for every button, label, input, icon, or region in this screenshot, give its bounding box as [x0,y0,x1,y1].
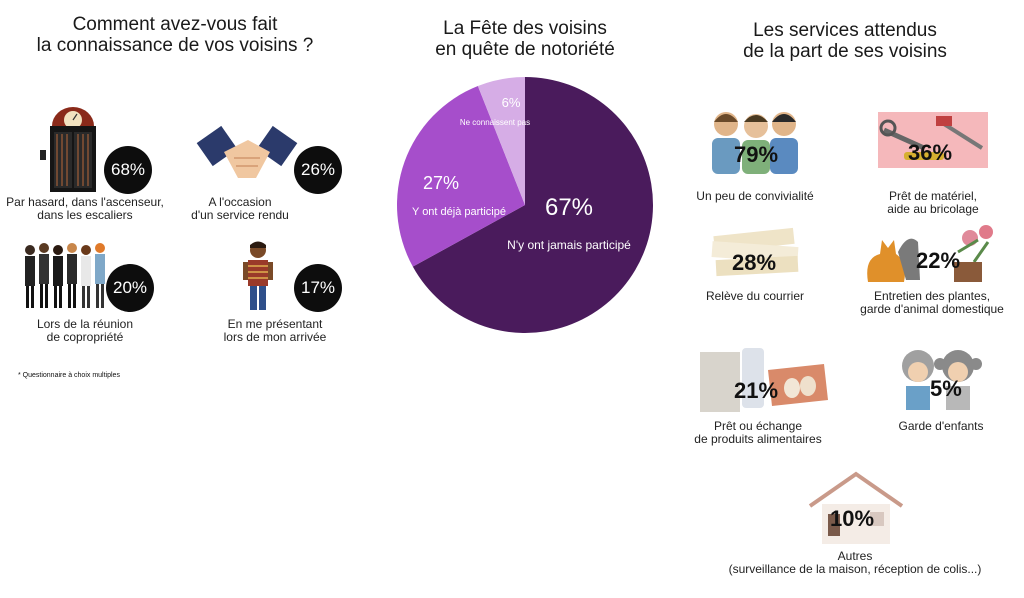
friends-icon [712,112,798,174]
badge-arrivee: 17% [294,264,342,312]
pie-slice-jamais [412,77,653,333]
label-arrivee: En me présentant lors de mon arrivée [223,317,327,344]
pie-category-label: N'y ont jamais participé [507,238,631,252]
label-autres: Autres (surveillance de la maison, récep… [728,549,982,576]
pct-bricolage: 36% [908,140,953,165]
right-title: Les services attendus de la part de ses … [743,20,947,62]
pct-alimentaire: 21% [734,378,779,403]
label-convivialite: Un peu de convivialité [696,189,814,203]
label-bricolage: Prêt de matériel, aide au bricolage [887,189,979,216]
middle-title: La Fête des voisins en quête de notoriét… [435,18,615,60]
label-hasard: Par hasard, dans l'ascenseur, dans les e… [6,195,164,222]
badge-copropriete: 20% [106,264,154,312]
pie-value-label: 27% [423,173,459,193]
pie-category-label: Ne connaissent pas [460,118,530,127]
pct-enfants: 5% [930,376,962,401]
pct-autres: 10% [830,506,875,531]
badge-hasard: 68% [104,146,152,194]
children-icon [902,350,982,410]
pie-slice-participe [396,85,525,267]
person-icon [243,241,273,310]
tools-icon [878,112,988,168]
cat-dog-plants-icon [867,225,993,282]
left-title: Comment avez-vous fait la connaissance d… [36,14,314,56]
label-courrier: Relève du courrier [705,289,805,303]
pie-chart: 67% N'y ont jamais participé 27% Y ont déjà… [396,77,653,333]
meeting-people-icon [25,243,105,308]
label-plantes: Entretien des plantes, garde d'animal do… [860,289,1004,316]
label-enfants: Garde d'enfants [898,419,984,433]
label-alimentaire: Prêt ou échange de produits alimentaires [694,419,822,446]
pie-slice-inconnu [477,77,525,205]
food-icon [700,348,828,412]
elevator-icon [40,107,96,192]
badge-service: 26% [294,146,342,194]
pct-courrier: 28% [732,250,777,275]
footnote: * Questionnaire à choix multiples [18,372,120,379]
pct-convivialite: 79% [734,142,779,167]
pie-category-label: Y ont déjà participé [412,206,506,218]
label-service: A l'occasion d'un service rendu [191,195,289,222]
pct-plantes: 22% [916,248,961,273]
handshake-icon [196,125,298,178]
pie-value-label: 6% [502,95,521,110]
label-copropriete: Lors de la réunion de copropriété [36,317,134,344]
pie-value-label: 67% [545,194,593,221]
mail-icon [711,227,799,277]
house-icon [808,471,904,544]
